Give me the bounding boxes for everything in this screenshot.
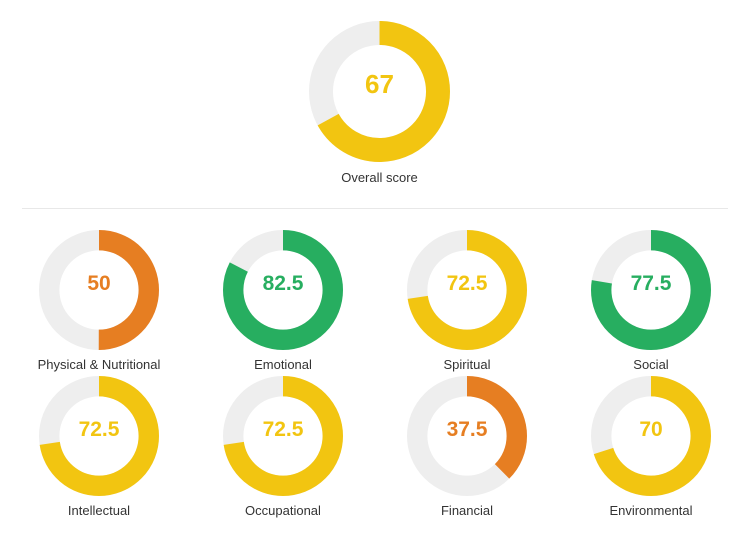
spiritual-donut bbox=[407, 230, 527, 350]
intellectual-donut bbox=[39, 376, 159, 496]
donut-value-arc bbox=[407, 376, 527, 496]
physical-nutritional-gauge: 50 Physical & Nutritional bbox=[38, 230, 160, 372]
environmental-donut bbox=[591, 376, 711, 496]
donut-value-arc bbox=[591, 376, 711, 496]
financial-label: Financial bbox=[440, 503, 494, 518]
emotional-value: 82.5 bbox=[262, 272, 304, 295]
emotional-gauge: 82.5 Emotional bbox=[223, 230, 343, 372]
donut-value-arc bbox=[407, 230, 527, 350]
donut-value-arc bbox=[591, 230, 711, 350]
section-divider bbox=[22, 208, 728, 209]
physical-nutritional-donut bbox=[39, 230, 159, 350]
social-value: 77.5 bbox=[630, 272, 672, 295]
environmental-value: 70 bbox=[639, 418, 663, 441]
intellectual-gauge: 72.5 Intellectual bbox=[39, 376, 159, 518]
financial-gauge: 37.5 Financial bbox=[407, 376, 527, 518]
social-label: Social bbox=[633, 357, 669, 372]
spiritual-value: 72.5 bbox=[446, 272, 488, 295]
occupational-donut bbox=[223, 376, 343, 496]
donut-value-arc bbox=[223, 376, 343, 496]
environmental-gauge: 70 Environmental bbox=[591, 376, 711, 518]
donut-value-arc bbox=[39, 376, 159, 496]
financial-value: 37.5 bbox=[446, 418, 488, 441]
occupational-label: Occupational bbox=[245, 503, 321, 518]
donut-value-arc bbox=[39, 230, 159, 350]
emotional-donut bbox=[223, 230, 343, 350]
social-gauge: 77.5 Social bbox=[591, 230, 711, 372]
emotional-label: Emotional bbox=[254, 357, 312, 372]
overall-score-value: 67 bbox=[365, 69, 394, 99]
spiritual-gauge: 72.5 Spiritual bbox=[407, 230, 527, 372]
occupational-value: 72.5 bbox=[262, 418, 304, 441]
spiritual-label: Spiritual bbox=[443, 357, 491, 372]
occupational-gauge: 72.5 Occupational bbox=[223, 376, 343, 518]
overall-score-donut bbox=[309, 21, 450, 162]
overall-score-gauge: 67 Overall score bbox=[309, 21, 450, 185]
donut-value-arc bbox=[223, 230, 343, 350]
physical-nutritional-value: 50 bbox=[87, 272, 111, 295]
overall-score-label: Overall score bbox=[341, 170, 418, 185]
physical-nutritional-label: Physical & Nutritional bbox=[37, 357, 161, 372]
environmental-label: Environmental bbox=[609, 503, 693, 518]
intellectual-value: 72.5 bbox=[78, 418, 120, 441]
financial-donut bbox=[407, 376, 527, 496]
intellectual-label: Intellectual bbox=[67, 503, 131, 518]
social-donut bbox=[591, 230, 711, 350]
donut-value-arc bbox=[309, 21, 450, 162]
